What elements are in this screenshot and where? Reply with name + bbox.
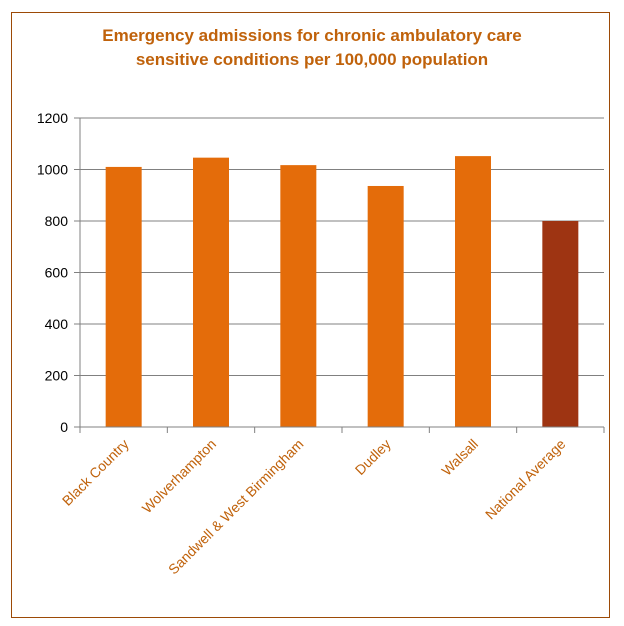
bar — [455, 156, 491, 428]
bar — [193, 157, 229, 427]
y-tick-label: 0 — [60, 419, 68, 435]
category-label: Dudley — [352, 436, 394, 478]
chart-title-line-2: sensitive conditions per 100,000 populat… — [135, 50, 489, 69]
y-tick-label: 200 — [45, 368, 69, 384]
y-tick-label: 600 — [45, 265, 69, 281]
chart-title-line-1: Emergency admissions for chronic ambulat… — [102, 26, 522, 45]
category-label: Wolverhampton — [139, 436, 219, 516]
x-axis — [79, 118, 605, 433]
category-label: Walsall — [438, 436, 481, 479]
bar — [280, 165, 317, 427]
chart-title: Emergency admissions for chronic ambulat… — [0, 24, 624, 72]
y-tick-label: 800 — [45, 213, 69, 229]
y-tick-label: 1000 — [37, 162, 68, 178]
bar — [367, 185, 404, 427]
y-tick-label: 400 — [45, 316, 69, 332]
bar — [542, 221, 579, 427]
bar — [105, 166, 142, 428]
category-label: National Average — [482, 436, 569, 523]
gridlines — [80, 117, 604, 376]
category-label: Black Country — [59, 436, 132, 509]
y-tick-label: 1200 — [37, 110, 68, 126]
bars — [105, 156, 579, 428]
y-axis-ticks: 0 200 400 600 800 1000 1200 — [37, 110, 80, 435]
